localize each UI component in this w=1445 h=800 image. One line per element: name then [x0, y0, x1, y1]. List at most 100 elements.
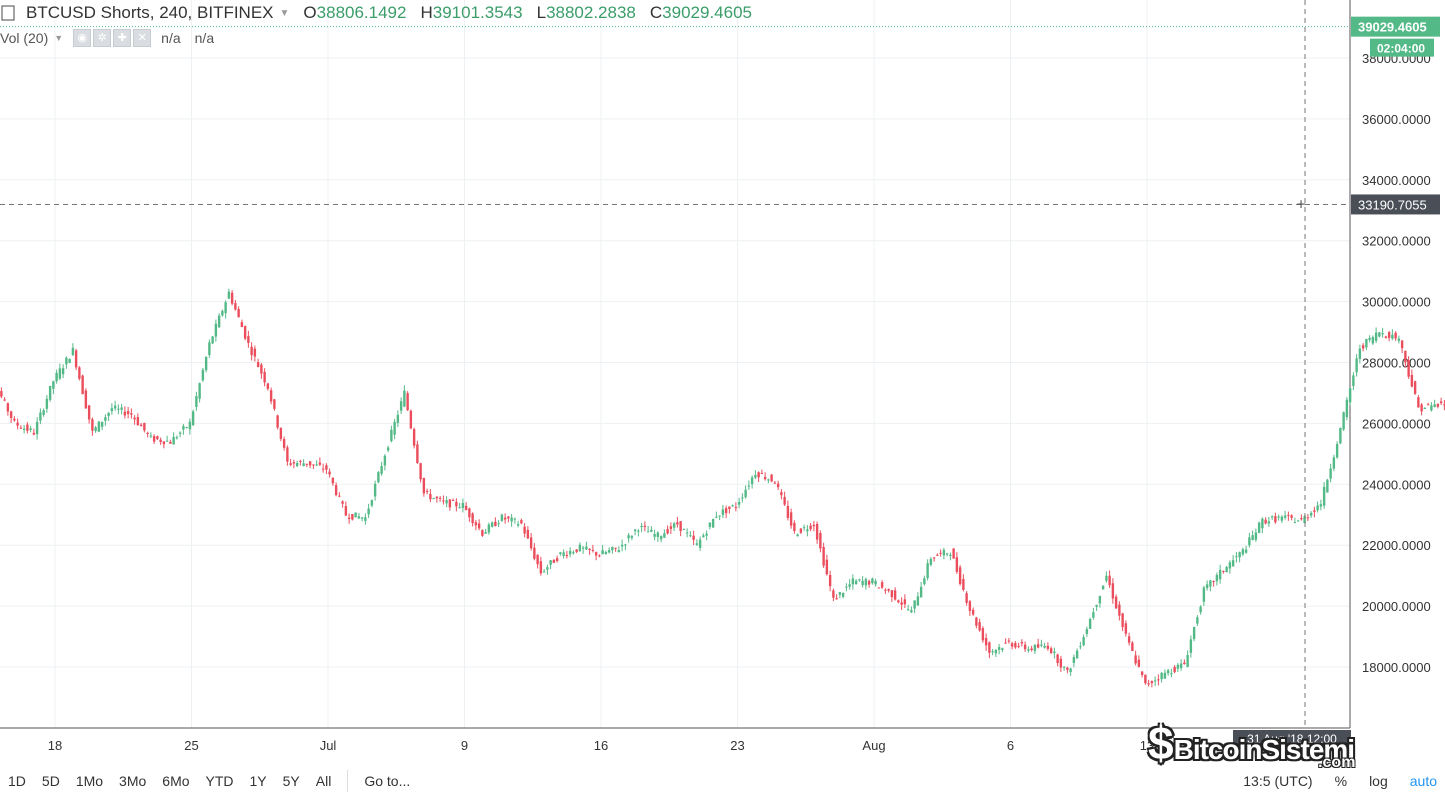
- candle-body: [1049, 648, 1053, 653]
- x-tick-label: 23: [730, 738, 744, 753]
- candle-body: [1157, 679, 1160, 681]
- candle-body: [1218, 569, 1222, 580]
- candle-body: [760, 472, 764, 474]
- candle-body: [406, 393, 409, 411]
- chevron-down-icon[interactable]: ▼: [279, 7, 290, 19]
- candle-body: [399, 401, 403, 411]
- candle-body: [1183, 662, 1186, 665]
- candle-body: [130, 413, 133, 415]
- candle-body: [624, 544, 627, 546]
- candle-body: [1313, 510, 1316, 512]
- candle-body: [1173, 666, 1176, 673]
- candle-body: [1345, 399, 1349, 418]
- candle-body: [666, 529, 669, 534]
- candle-body: [451, 499, 455, 501]
- y-tick-label: 36000.0000: [1362, 112, 1431, 127]
- candle-body: [1355, 358, 1358, 373]
- candle-body: [594, 552, 598, 556]
- candle-body: [1391, 334, 1394, 339]
- volume-indicator-label[interactable]: Vol (20): [0, 30, 49, 46]
- candle-body: [1059, 658, 1063, 668]
- candle-body: [741, 497, 744, 499]
- candle-body: [1254, 532, 1258, 540]
- candle-body: [945, 553, 949, 555]
- candle-body: [978, 622, 981, 631]
- candle-body: [1046, 645, 1050, 649]
- candle-body: [182, 426, 185, 430]
- candle-body: [523, 526, 526, 534]
- candle-body: [958, 567, 962, 585]
- range-button-1y[interactable]: 1Y: [249, 773, 267, 789]
- candle-body: [113, 405, 117, 409]
- visibility-icon[interactable]: ◉: [73, 29, 92, 47]
- crosshair-time-label: 31 Aug '18 12:00: [1247, 732, 1337, 746]
- candle-body: [585, 546, 588, 550]
- candle-body: [880, 582, 884, 588]
- candle-body: [1342, 412, 1345, 430]
- candle-body: [1248, 537, 1251, 546]
- candle-body: [734, 507, 738, 509]
- candle-body: [61, 368, 65, 375]
- ohlc-high: H39101.3543: [420, 3, 523, 22]
- candle-body: [29, 428, 32, 430]
- candle-body: [1192, 626, 1196, 640]
- candle-body: [1417, 397, 1420, 408]
- candle-body: [588, 548, 591, 550]
- candle-body: [949, 554, 952, 557]
- candle-body: [1257, 522, 1261, 533]
- candle-body: [796, 534, 799, 537]
- range-button-5d[interactable]: 5D: [41, 773, 60, 789]
- symbol-title[interactable]: BTCUSD Shorts, 240, BITFINEX: [26, 3, 274, 22]
- candle-body: [737, 502, 741, 505]
- candle-body: [955, 557, 959, 572]
- candle-body: [172, 436, 175, 445]
- candle-body: [1439, 401, 1443, 404]
- range-button-1d[interactable]: 1D: [8, 773, 26, 789]
- candle-body: [1413, 381, 1417, 394]
- chevron-down-icon[interactable]: ▼: [54, 33, 64, 43]
- candle-body: [1222, 571, 1225, 573]
- candle-body: [237, 309, 240, 318]
- range-button-all[interactable]: All: [315, 773, 332, 789]
- candle-body: [497, 523, 500, 525]
- auto-button[interactable]: auto: [1409, 773, 1437, 789]
- range-button-6mo[interactable]: 6Mo: [162, 773, 190, 789]
- y-tick-label: 34000.0000: [1362, 173, 1431, 188]
- countdown-tag: [1370, 38, 1434, 57]
- close-icon[interactable]: ✕: [133, 29, 152, 47]
- candle-body: [52, 381, 55, 389]
- candle-body: [169, 441, 172, 444]
- candle-body: [1098, 595, 1102, 604]
- goto-button[interactable]: Go to...: [364, 773, 411, 789]
- candle-body: [1118, 604, 1121, 616]
- candle-body: [471, 513, 474, 524]
- candle-body: [653, 533, 656, 537]
- range-button-3mo[interactable]: 3Mo: [119, 773, 147, 789]
- gear-icon[interactable]: ✲: [93, 29, 112, 47]
- candle-body: [279, 427, 283, 439]
- candle-body: [481, 530, 484, 536]
- candle-body: [1361, 345, 1365, 349]
- candle-body: [663, 533, 666, 538]
- percent-button[interactable]: %: [1334, 773, 1348, 789]
- candle-body: [825, 559, 829, 575]
- candle-body: [325, 465, 328, 470]
- candle-body: [1274, 516, 1277, 523]
- candle-body: [1381, 333, 1384, 335]
- candle-body: [344, 506, 348, 516]
- candle-body: [1420, 404, 1423, 412]
- candle-body: [864, 579, 868, 586]
- range-button-1mo[interactable]: 1Mo: [75, 773, 104, 789]
- candle-body: [1352, 375, 1355, 386]
- candle-body: [1306, 517, 1310, 519]
- range-button-ytd[interactable]: YTD: [205, 773, 234, 789]
- candle-body: [1137, 659, 1141, 667]
- log-button[interactable]: log: [1369, 773, 1388, 789]
- timezone-button[interactable]: (UTC): [1274, 773, 1313, 789]
- candle-body: [1066, 667, 1069, 670]
- range-button-5y[interactable]: 5Y: [282, 773, 300, 789]
- plus-icon[interactable]: ✚: [113, 29, 132, 47]
- candle-body: [1082, 637, 1085, 646]
- candle-body: [1062, 666, 1066, 668]
